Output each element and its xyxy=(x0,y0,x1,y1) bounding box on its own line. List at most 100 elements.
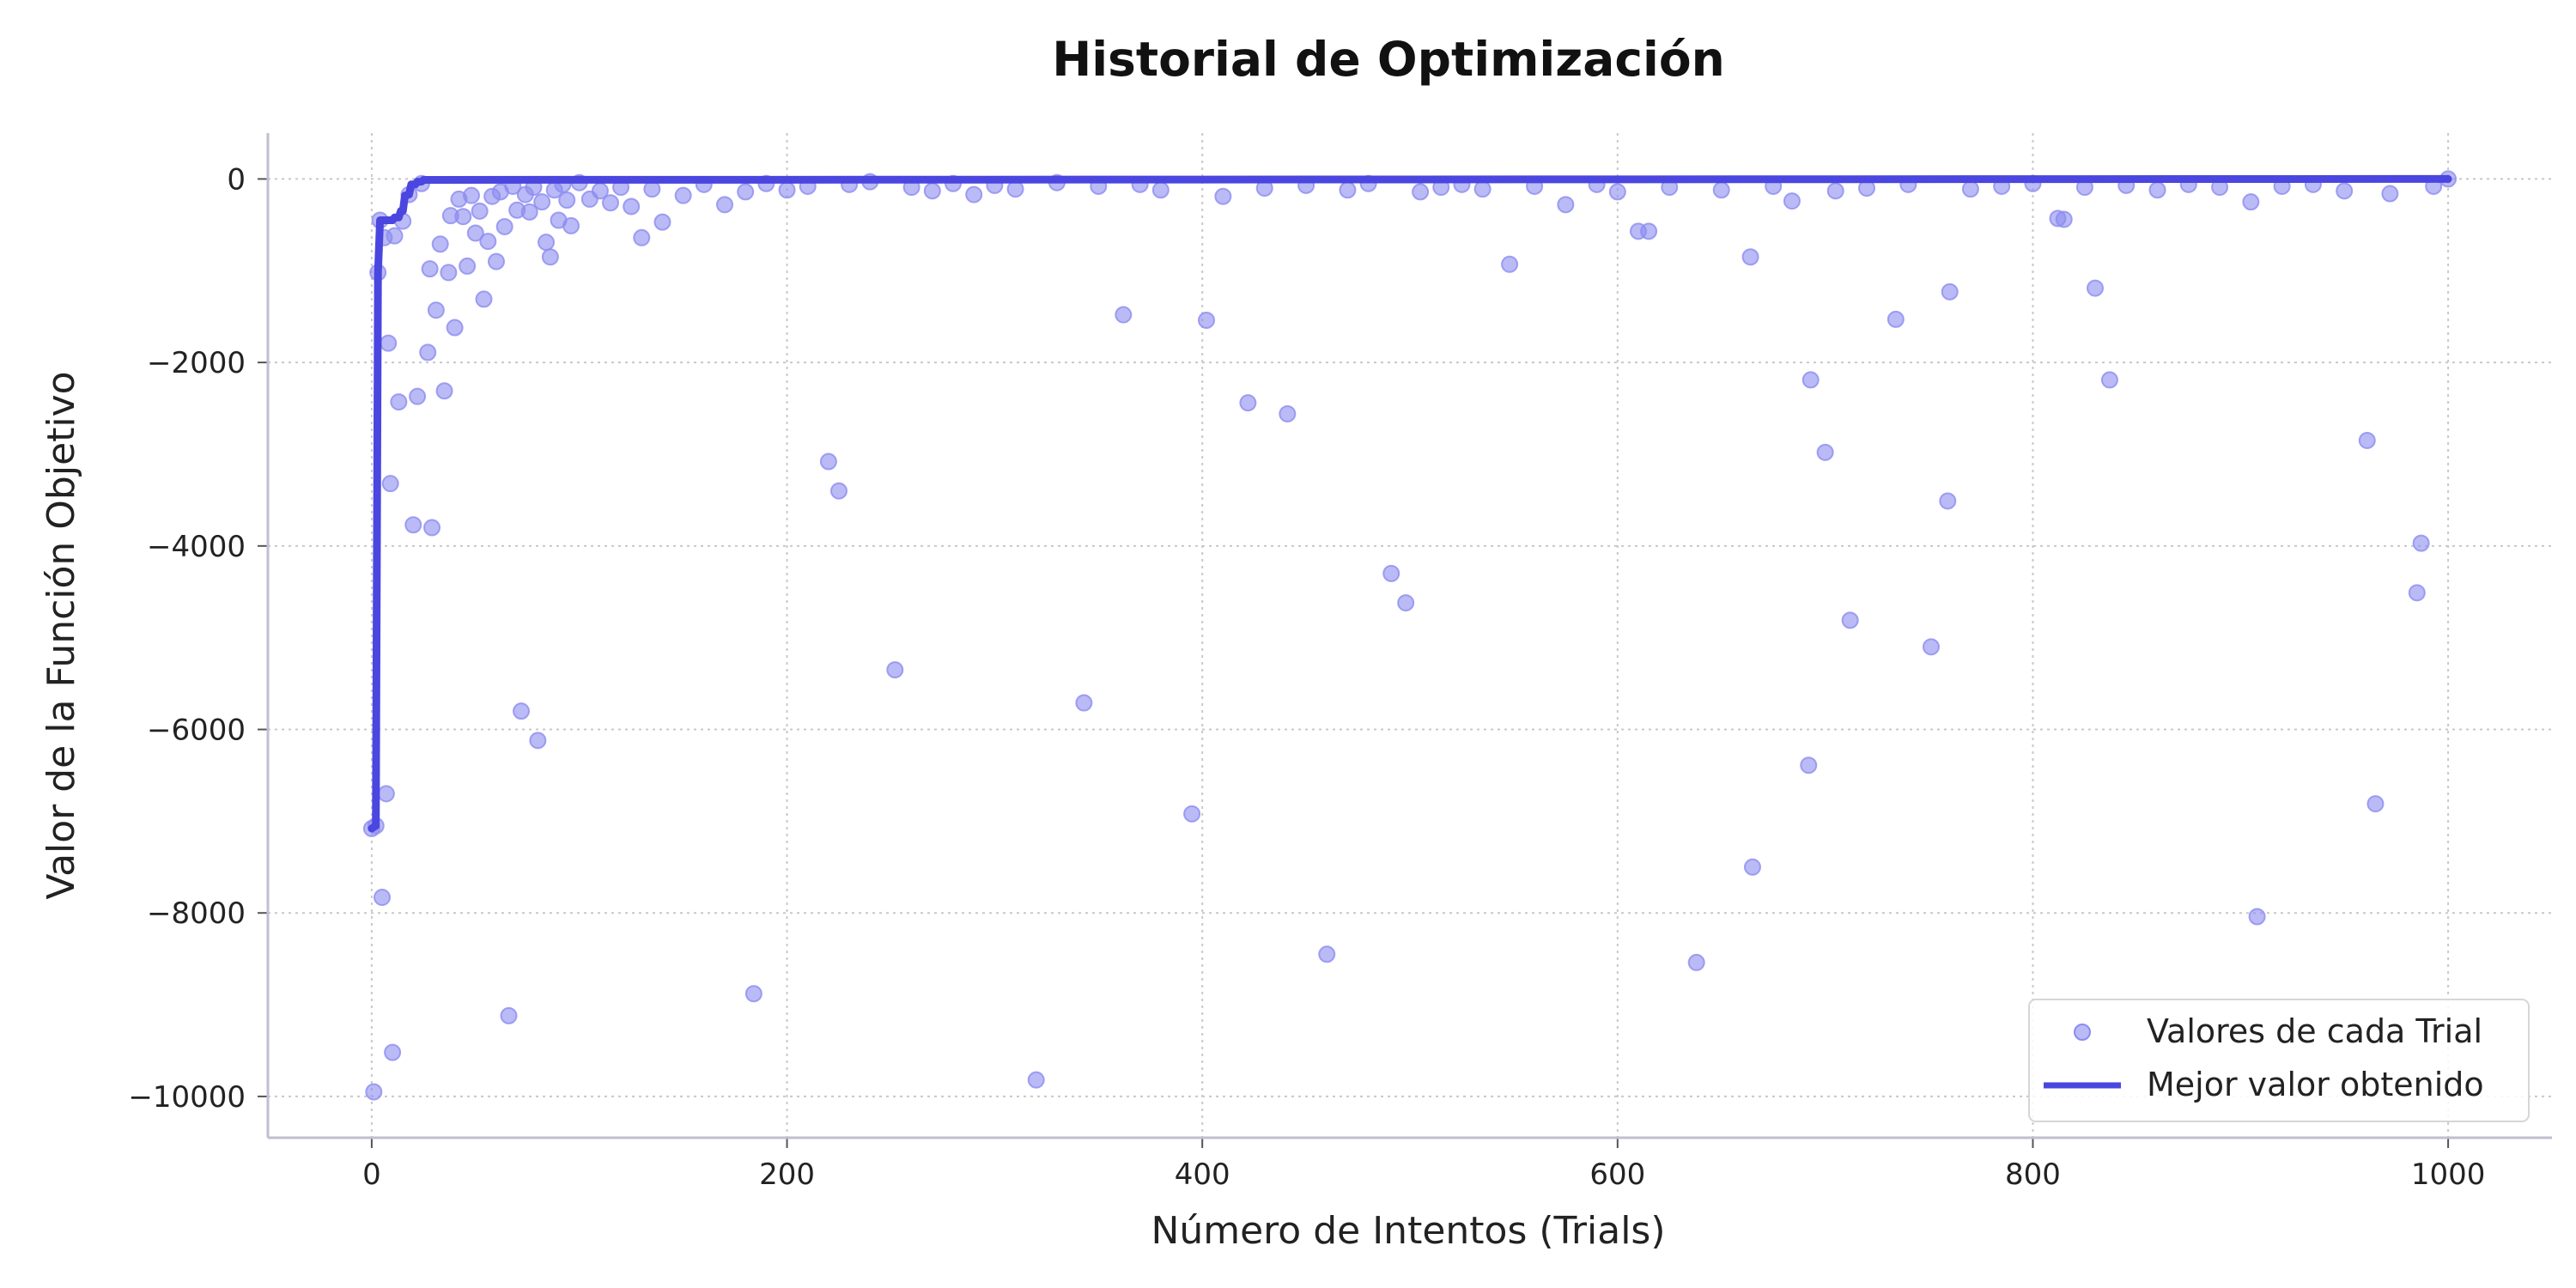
legend: Valores de cada Trial Mejor valor obteni… xyxy=(2028,999,2530,1122)
trial-point xyxy=(1279,404,1297,422)
x-tick-label: 200 xyxy=(759,1157,815,1192)
trial-point xyxy=(1941,283,1959,301)
trial-point xyxy=(380,334,398,352)
legend-label-best-value: Mejor valor obtenido xyxy=(2147,1066,2484,1103)
trial-point xyxy=(562,216,580,234)
trial-point xyxy=(1027,1071,1045,1089)
x-tick-label: 400 xyxy=(1175,1157,1230,1192)
trial-point xyxy=(2366,795,2385,813)
trial-point xyxy=(513,702,531,720)
trial-point xyxy=(1151,181,1170,199)
trial-point xyxy=(1886,310,1905,328)
trial-point xyxy=(374,889,391,907)
trial-point xyxy=(1783,192,1801,210)
trial-point xyxy=(602,194,619,212)
trial-point xyxy=(653,213,671,231)
trial-point xyxy=(427,301,445,319)
trial-point xyxy=(819,453,837,471)
trial-point xyxy=(2381,185,2399,203)
trial-point xyxy=(1183,805,1201,823)
trial-point xyxy=(1339,181,1357,199)
tick-labels: 0 200 400 600 800 1000 0 −2000 −4000 −6000 −8000 −1… xyxy=(128,162,2485,1192)
legend-label-trial-values: Valores de cada Trial xyxy=(2147,1012,2482,1050)
trial-point xyxy=(1412,183,1430,201)
trial-point xyxy=(365,1083,383,1101)
trial-point xyxy=(2055,210,2073,228)
trial-point xyxy=(830,482,848,500)
y-tick-label: −6000 xyxy=(147,714,246,748)
trial-point xyxy=(558,191,576,209)
trial-point xyxy=(475,290,493,308)
legend-box xyxy=(2028,999,2530,1122)
trial-point xyxy=(459,257,477,275)
trial-point xyxy=(421,260,439,278)
trial-point xyxy=(674,186,692,204)
trial-point xyxy=(1214,187,1232,205)
trial-point xyxy=(381,475,399,493)
trial-point xyxy=(737,183,755,201)
trial-point xyxy=(479,233,497,251)
x-tick-label: 600 xyxy=(1589,1157,1645,1192)
trial-point xyxy=(923,182,941,200)
trial-point xyxy=(2242,193,2260,211)
trial-point xyxy=(1608,183,1626,201)
trial-point xyxy=(1198,311,1216,329)
chart-title: Historial de Optimización xyxy=(1052,32,1725,87)
trial-point xyxy=(744,985,762,1003)
trial-point xyxy=(1841,611,1859,629)
trial-point xyxy=(623,197,641,216)
x-tick-label: 1000 xyxy=(2411,1157,2486,1192)
trial-point xyxy=(2087,279,2104,297)
trial-point xyxy=(466,224,484,242)
trial-point xyxy=(384,1043,402,1061)
grid-lines xyxy=(268,133,2552,1138)
trial-point xyxy=(541,248,559,266)
trial-point xyxy=(471,202,489,220)
trial-point xyxy=(716,196,733,214)
trial-point xyxy=(440,264,458,282)
trial-point xyxy=(1741,248,1759,266)
trial-point xyxy=(2408,584,2426,602)
trial-point xyxy=(1382,564,1400,582)
trial-point xyxy=(1744,858,1761,876)
trial-point xyxy=(409,387,427,405)
trial-point xyxy=(1816,443,1834,461)
trial-point xyxy=(1922,638,1940,656)
trial-values-scatter xyxy=(362,170,2458,1101)
trial-point xyxy=(1501,255,1519,273)
trial-point xyxy=(431,235,449,253)
trial-point xyxy=(529,732,547,750)
trial-point xyxy=(1939,492,1957,510)
trial-point xyxy=(633,228,651,246)
trial-point xyxy=(965,185,983,204)
y-tick-label: −10000 xyxy=(128,1080,246,1115)
trial-point xyxy=(520,203,538,221)
trial-point xyxy=(454,208,472,226)
x-tick-label: 800 xyxy=(2005,1157,2061,1192)
trial-point xyxy=(1961,180,1979,198)
trial-point xyxy=(778,181,796,199)
best-value-line-group xyxy=(368,174,2452,833)
trial-point xyxy=(1397,594,1415,612)
trial-point xyxy=(1318,945,1336,963)
trial-point xyxy=(1801,371,1820,389)
trial-point xyxy=(886,661,904,679)
trial-point xyxy=(2412,534,2430,552)
trial-point xyxy=(1640,222,1658,240)
trial-point xyxy=(1687,953,1705,971)
trial-point xyxy=(1006,180,1024,198)
y-axis-label: Valor de la Función Objetivo xyxy=(39,371,83,899)
trial-point xyxy=(435,382,453,400)
legend-scatter-marker xyxy=(2074,1024,2091,1041)
trial-point xyxy=(1557,196,1575,214)
trial-point xyxy=(423,519,441,537)
trial-point xyxy=(462,186,480,204)
trial-point xyxy=(1239,394,1257,412)
x-tick-label: 0 xyxy=(362,1157,381,1192)
trial-point xyxy=(386,227,404,245)
trial-point xyxy=(419,343,437,361)
trial-point xyxy=(2358,431,2376,449)
trial-point xyxy=(1826,182,1844,200)
trial-point xyxy=(488,252,505,270)
